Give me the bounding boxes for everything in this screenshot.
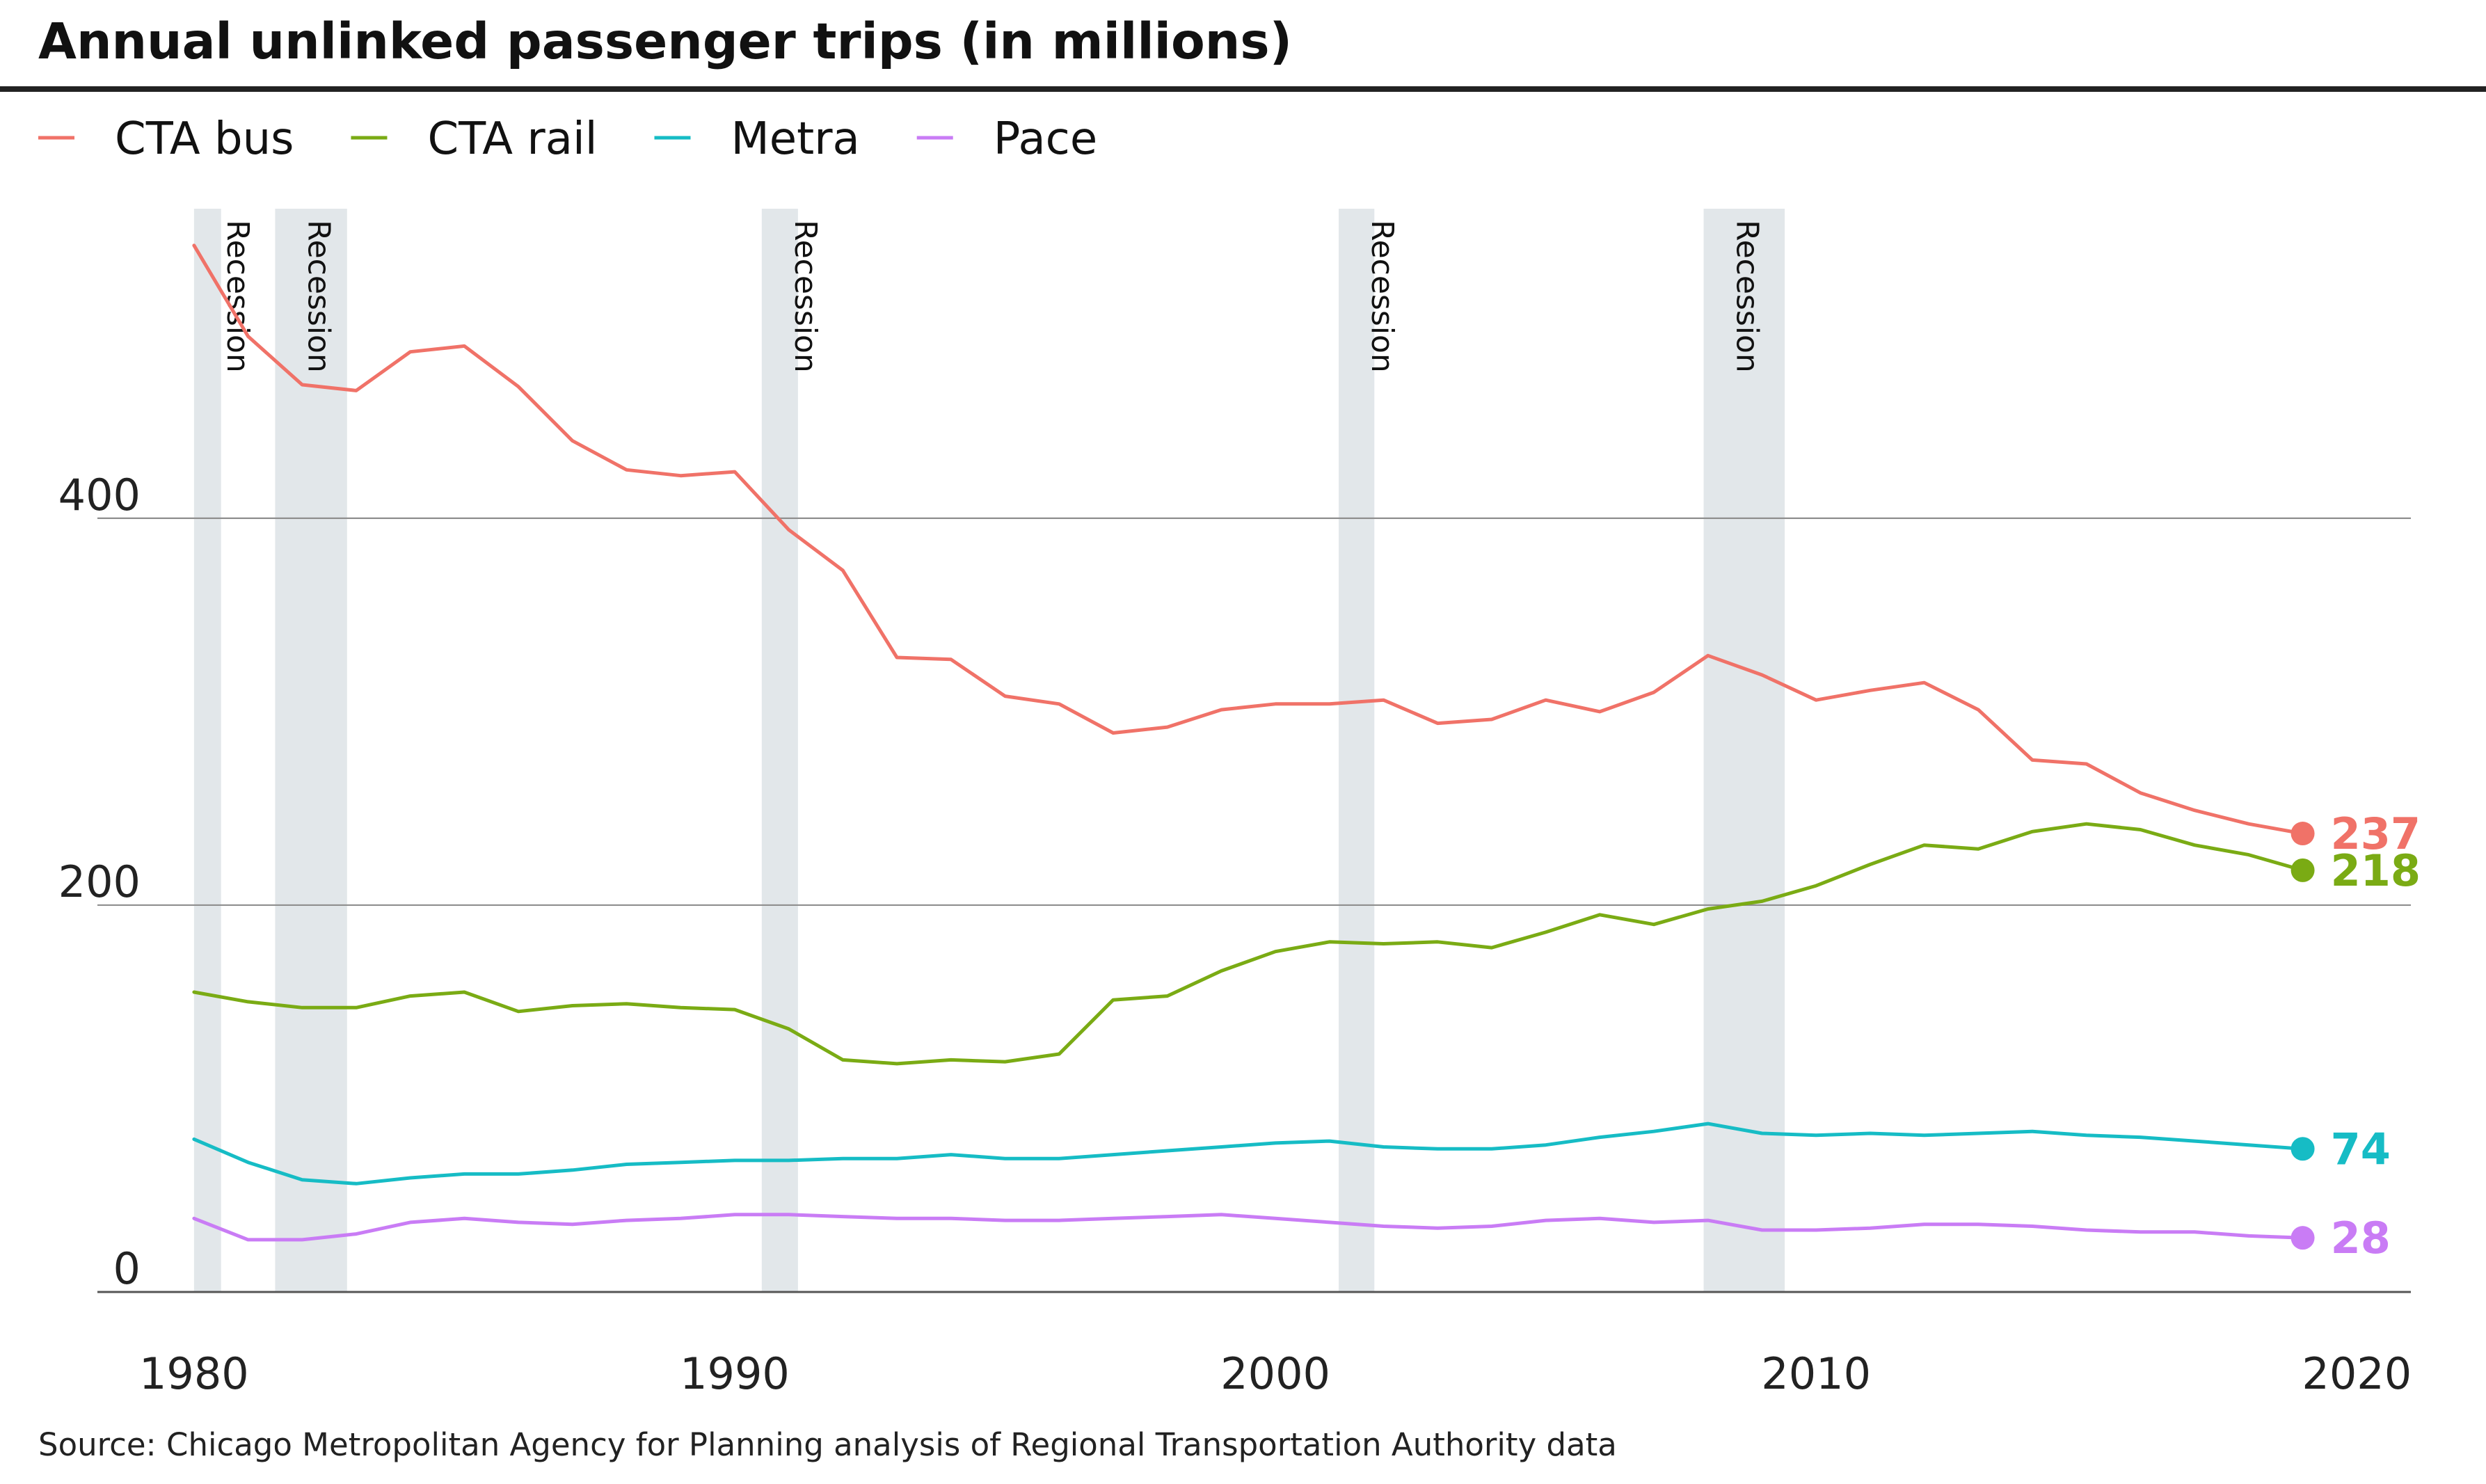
series-line-pace	[192, 1213, 2305, 1242]
chart-title: Annual unlinked passenger trips (in mill…	[38, 13, 1292, 70]
end-marker-cta-bus	[2290, 822, 2315, 846]
end-label-cta-bus: 237	[2331, 808, 2421, 859]
source-note: Source: Chicago Metropolitan Agency for …	[38, 1426, 1617, 1463]
recession-band-5	[1703, 209, 1785, 1292]
x-tick-label-1980: 1980	[139, 1348, 249, 1399]
recession-label-2: Recession	[301, 220, 336, 373]
end-label-pace: 28	[2331, 1213, 2391, 1263]
legend-label-cta-bus: CTA bus	[115, 113, 294, 165]
y-axis-ticks: 0 200 400	[58, 470, 141, 1294]
legend-label-cta-rail: CTA rail	[427, 113, 597, 165]
series-line-metra	[192, 1122, 2305, 1186]
x-tick-label-2020: 2020	[2302, 1348, 2412, 1399]
recession-label-4: Recession	[1364, 220, 1400, 373]
series-line-cta-rail	[192, 822, 2305, 1066]
y-gridlines	[97, 517, 2411, 1293]
recession-label-5: Recession	[1730, 220, 1765, 373]
recession-band-3	[761, 209, 798, 1292]
series-line-cta-bus	[192, 244, 2305, 836]
recession-bands: Recession Recession Recession Recession Rece…	[193, 209, 1785, 1292]
x-tick-label-2000: 2000	[1220, 1348, 1330, 1399]
legend-label-pace: Pace	[994, 113, 1098, 165]
end-marker-cta-rail	[2290, 858, 2315, 882]
recession-label-3: Recession	[788, 220, 823, 373]
x-tick-label-1990: 1990	[680, 1348, 790, 1399]
series-lines	[192, 244, 2305, 1242]
end-label-metra: 74	[2331, 1124, 2391, 1174]
y-tick-label-200: 200	[58, 856, 141, 907]
x-axis-ticks: 1980 1990 2000 2010 2020	[139, 1348, 2412, 1399]
y-tick-label-0: 0	[113, 1243, 141, 1294]
recession-band-1	[193, 209, 221, 1292]
end-label-cta-rail: 218	[2331, 845, 2421, 896]
end-marker-metra	[2290, 1137, 2315, 1161]
recession-band-4	[1338, 209, 1375, 1292]
x-tick-label-2010: 2010	[1761, 1348, 1871, 1399]
legend: CTA bus CTA rail Metra Pace	[38, 113, 1097, 165]
y-tick-label-400: 400	[58, 470, 141, 520]
legend-label-metra: Metra	[731, 113, 860, 165]
end-marker-pace	[2290, 1226, 2315, 1250]
